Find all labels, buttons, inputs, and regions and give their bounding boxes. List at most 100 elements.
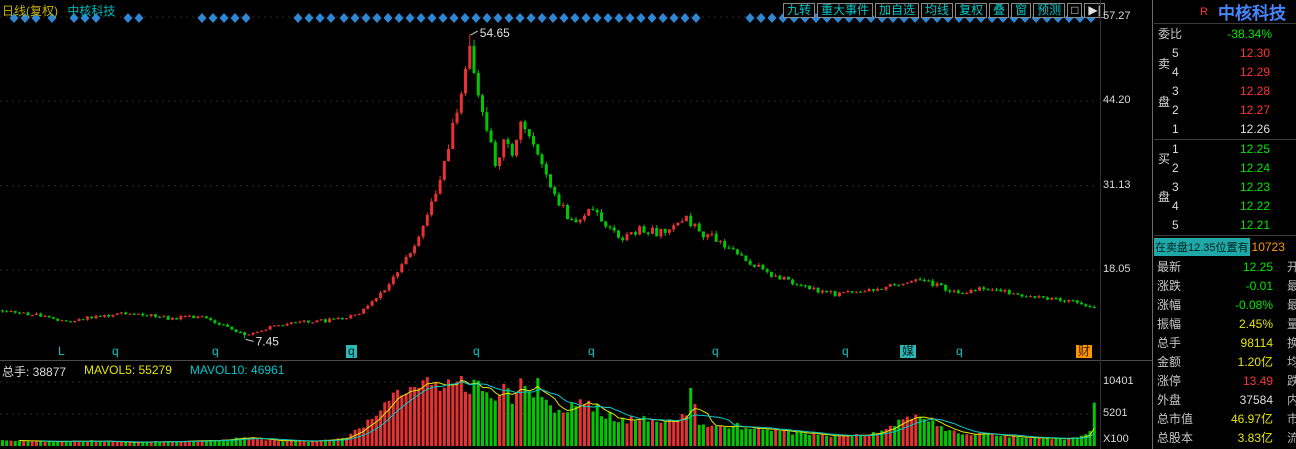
buy-order-row[interactable]: 4 12.22: [1154, 197, 1296, 216]
sell-order-row[interactable]: 5 12.30: [1154, 44, 1296, 63]
toolbar-button[interactable]: 重大事件: [817, 3, 874, 18]
info-row: 总手 98114 换: [1154, 334, 1296, 353]
info-row: 振幅 2.45% 量: [1154, 315, 1296, 334]
price-tick-label: 44.20: [1103, 94, 1131, 107]
info-row: 涨停 13.49 跌: [1154, 372, 1296, 391]
buy-order-row[interactable]: 1 12.25: [1154, 140, 1296, 159]
event-marker[interactable]: q: [473, 344, 480, 358]
info-label: 涨停: [1157, 374, 1182, 388]
toolbar-button[interactable]: 窗: [1011, 3, 1032, 18]
info-label: 外盘: [1157, 393, 1182, 407]
chart-volume-divider: [0, 360, 1152, 361]
event-marker[interactable]: q: [112, 344, 119, 358]
svg-text:7.45: 7.45: [256, 334, 280, 348]
order-level: 3: [1172, 84, 1179, 98]
volume-tick-label: 5201: [1103, 406, 1128, 419]
info-value: 37584: [1239, 393, 1273, 407]
info-value: 13.49: [1242, 374, 1273, 388]
info-value: -0.01: [1245, 279, 1273, 293]
toolbar-button[interactable]: 加自选: [875, 3, 920, 18]
sell-orders: 5 12.30 4 12.29 3 12.28 2 12.27 1 12.26: [1154, 44, 1296, 140]
toolbar-button[interactable]: 均线: [921, 3, 954, 18]
info-value: 12.25: [1242, 260, 1273, 274]
candlestick-chart[interactable]: 54.65 7.45: [0, 0, 1100, 449]
order-price: 12.25: [1239, 142, 1270, 156]
weibi-value: -38.34%: [1227, 27, 1272, 41]
order-price: 12.29: [1239, 65, 1270, 79]
panel-stock-title[interactable]: 中核科技: [1217, 4, 1286, 23]
info-row: 涨幅 -0.08% 最: [1154, 296, 1296, 315]
info-label: 涨跌: [1157, 279, 1182, 293]
order-note-text: 在卖盘12.35位置有: [1154, 238, 1250, 256]
toolbar-icon-button[interactable]: ▶|: [1084, 3, 1105, 18]
toolbar-button[interactable]: 复权: [955, 3, 988, 18]
info-partial-label: 跌: [1287, 374, 1296, 388]
event-marker[interactable]: q: [842, 344, 849, 358]
price-tick-label: 31.13: [1103, 178, 1131, 191]
order-level: 2: [1172, 103, 1179, 117]
mavol10-label: MAVOL10: 46961: [189, 363, 285, 377]
info-row: 涨跌 -0.01 最: [1154, 277, 1296, 296]
sell-section-label: 盘: [1158, 95, 1171, 109]
toolbar: 九转 重大事件 加自选 均线 复权叠窗预测 □ ▶|: [783, 3, 1105, 18]
buy-order-row[interactable]: 5 12.21: [1154, 216, 1296, 235]
info-value: 3.83亿: [1237, 431, 1273, 445]
info-value: 2.45%: [1238, 317, 1273, 331]
buy-order-row[interactable]: 3 12.23: [1154, 178, 1296, 197]
info-label: 总股本: [1157, 431, 1194, 445]
info-value: 46.97亿: [1230, 412, 1273, 426]
order-price: 12.26: [1239, 122, 1270, 136]
info-label: 振幅: [1157, 317, 1182, 331]
order-price: 12.27: [1239, 103, 1270, 117]
info-partial-label: 开: [1287, 260, 1296, 274]
axis-divider: [1100, 0, 1101, 449]
event-marker[interactable]: q: [212, 344, 219, 358]
info-value: -0.08%: [1234, 298, 1273, 312]
toolbar-icon-button[interactable]: □: [1067, 3, 1083, 18]
buy-section-label: 盘: [1158, 190, 1171, 204]
sell-order-row[interactable]: 2 12.27: [1154, 101, 1296, 120]
volume-info: 总手: 38877 MAVOL5: 55279 MAVOL10: 46961: [2, 363, 284, 380]
info-partial-label: 市: [1287, 412, 1296, 426]
event-marker[interactable]: 财: [1076, 344, 1093, 358]
toolbar-button[interactable]: 预测: [1033, 3, 1066, 18]
info-label: 金额: [1157, 355, 1182, 369]
toolbar-button[interactable]: 九转: [783, 3, 816, 18]
sell-order-row[interactable]: 4 12.29: [1154, 63, 1296, 82]
sell-order-row[interactable]: 1 12.26: [1154, 120, 1296, 139]
info-partial-label: 最: [1287, 298, 1296, 312]
panel-title-row: R 中核科技: [1154, 0, 1296, 24]
event-marker[interactable]: L: [58, 344, 65, 358]
period-label: 日线(复权): [2, 4, 58, 18]
info-value: 1.20亿: [1237, 355, 1273, 369]
quote-panel: R 中核科技 委比 -38.34% 5 12.30 4 12.29 3 12.28 2 12.…: [1154, 0, 1296, 449]
info-row: 外盘 37584 内: [1154, 391, 1296, 410]
info-partial-label: 流: [1287, 431, 1296, 445]
margin-trading-tag: R: [1200, 5, 1208, 18]
event-marker[interactable]: q: [956, 344, 963, 358]
volume-tick-label: 10401: [1103, 375, 1134, 387]
sell-order-row[interactable]: 3 12.28: [1154, 82, 1296, 101]
price-tick-label: 57.27: [1103, 10, 1131, 22]
order-level: 4: [1172, 65, 1179, 79]
order-price: 12.23: [1239, 180, 1270, 194]
info-row: 总市值 46.97亿市: [1154, 410, 1296, 429]
event-marker[interactable]: 媒: [900, 344, 917, 358]
info-label: 涨幅: [1157, 298, 1182, 312]
chart-title: 日线(复权) 中核科技: [2, 2, 115, 19]
price-tick-label: 18.05: [1103, 263, 1131, 275]
event-marker[interactable]: q: [346, 344, 357, 358]
order-level: 5: [1172, 46, 1179, 60]
info-value: 98114: [1240, 336, 1273, 350]
volume-unit-label: X100: [1103, 433, 1129, 445]
toolbar-button[interactable]: 叠: [989, 3, 1010, 18]
svg-text:54.65: 54.65: [480, 26, 510, 40]
buy-order-row[interactable]: 2 12.24: [1154, 159, 1296, 178]
event-marker[interactable]: q: [712, 344, 719, 358]
info-partial-label: 量: [1287, 317, 1296, 331]
info-label: 总手: [1157, 336, 1182, 350]
event-marker[interactable]: q: [588, 344, 595, 358]
weibi-label: 委比: [1158, 27, 1183, 41]
